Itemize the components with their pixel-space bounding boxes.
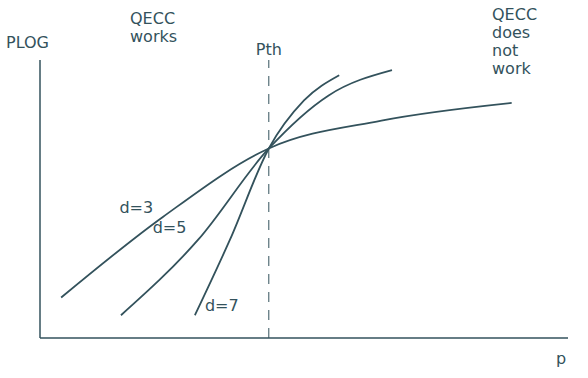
- svg-text:d=7: d=7: [205, 296, 239, 315]
- svg-text:d=3: d=3: [119, 198, 153, 217]
- html-text:PLOG: PLOG: [6, 33, 49, 52]
- html-text:QECC works: QECC works: [130, 9, 178, 46]
- svg-text:d=5: d=5: [153, 218, 187, 237]
- html-text:QECC does not work: QECC does not work: [492, 5, 537, 78]
- svg-text:Pth: Pth: [256, 40, 282, 59]
- html-text:p: p: [556, 349, 567, 368]
